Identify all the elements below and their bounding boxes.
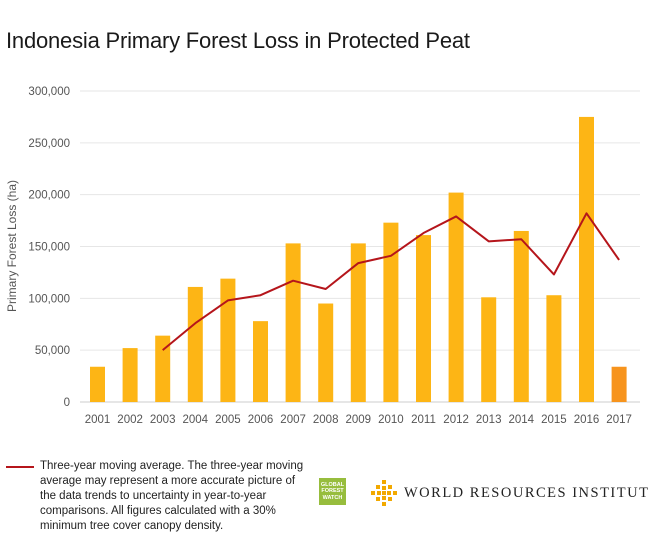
global-forest-watch-logo: GLOBAL FOREST WATCH [319, 478, 346, 505]
bar-chart: 0 50,000 100,000 150,000 200,000 250,000 300,0… [5, 86, 640, 426]
x-tick-label: 2002 [117, 414, 143, 426]
x-tick-label: 2011 [411, 414, 436, 426]
bar-2009 [350, 243, 366, 402]
bar-2007 [285, 243, 301, 402]
bar-2005 [220, 278, 236, 402]
y-tick-label: 250,000 [28, 138, 70, 150]
x-tick-label: 2015 [541, 414, 567, 426]
legend-text: Three-year moving average. The three-yea… [40, 460, 304, 532]
x-tick-label: 2016 [574, 414, 600, 426]
gfw-logo-line-2: FOREST [321, 488, 344, 495]
bar-2006 [253, 321, 268, 402]
x-tick-label: 2006 [248, 414, 274, 426]
x-tick-label: 2007 [280, 414, 306, 426]
y-tick-label: 100,000 [28, 293, 70, 305]
y-tick-label: 300,000 [28, 86, 70, 98]
x-tick-label: 2017 [606, 414, 632, 426]
x-tick-label: 2010 [378, 414, 404, 426]
y-tick-label: 200,000 [28, 190, 70, 202]
bar-2014 [513, 230, 529, 402]
bar-2016 [579, 116, 594, 403]
x-tick-label: 2013 [476, 414, 502, 426]
bar-2013 [481, 297, 497, 402]
x-tick-label: 2009 [346, 414, 372, 426]
x-tick-label: 2005 [215, 414, 241, 426]
y-tick-label: 0 [64, 397, 70, 409]
gfw-logo-line-1: GLOBAL [320, 481, 345, 488]
bar-2015 [546, 295, 562, 402]
bar-2008 [318, 303, 334, 402]
bar-2011 [416, 235, 431, 402]
y-tick-label: 150,000 [28, 242, 70, 254]
x-tick-label: 2003 [150, 414, 176, 426]
bar-2012 [448, 192, 464, 402]
bar-2002 [122, 348, 138, 402]
x-tick-label: 2004 [183, 414, 209, 426]
wri-logo-text: WORLD RESOURCES INSTITUTE [404, 485, 648, 501]
bar-2001 [90, 366, 105, 402]
y-tick-label: 50,000 [35, 345, 70, 357]
y-axis-label: Primary Forest Loss (ha) [5, 180, 19, 312]
x-tick-label: 2008 [313, 414, 339, 426]
x-tick-label: 2012 [443, 414, 469, 426]
bar-2004 [187, 286, 203, 402]
bar-2010 [383, 222, 399, 402]
legend-line-swatch [6, 466, 34, 468]
x-tick-label: 2001 [85, 414, 111, 426]
chart-title: Indonesia Primary Forest Loss in Protect… [6, 28, 470, 53]
gfw-logo-line-3: WATCH [322, 494, 343, 501]
wri-logo-icon [371, 480, 397, 506]
bar-2003 [155, 335, 171, 402]
moving-average-line [162, 212, 620, 351]
bar-2017 [611, 366, 627, 402]
x-tick-label: 2014 [509, 414, 535, 426]
